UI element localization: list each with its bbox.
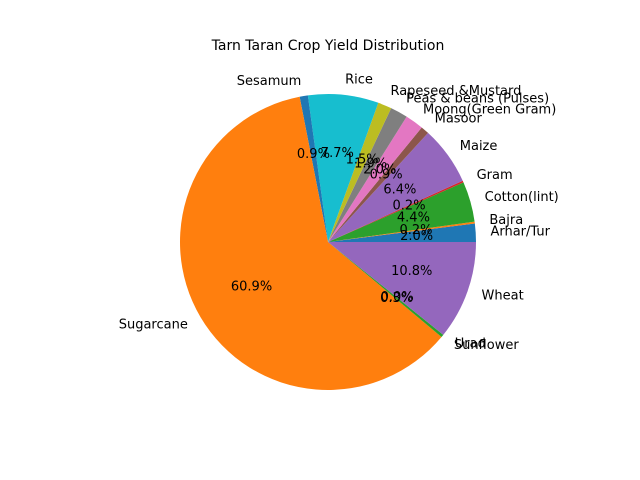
- pct-label-rapeseed-mustard: 1.5%: [346, 153, 379, 168]
- slice-rice: [307, 94, 379, 242]
- slice-label-peas-beans-pulses: Peas & beans (Pulses): [406, 92, 549, 107]
- slice-label-sugarcane: Sugarcane: [119, 317, 188, 332]
- slice-sunflower: [328, 242, 444, 337]
- pie-slices: [179, 94, 476, 391]
- slice-label-cotton-lint: Cotton(lint): [485, 190, 559, 205]
- pct-label-cotton-lint: 4.4%: [397, 210, 430, 225]
- slice-label-rapeseed-mustard: Rapeseed &Mustard: [390, 84, 521, 99]
- pct-label-sunflower: 0.3%: [380, 291, 413, 306]
- slice-gram: [328, 180, 464, 242]
- pct-label-arhar-tur: 2.0%: [400, 229, 433, 244]
- pct-label-moong-green-gram: 2.0%: [363, 162, 396, 177]
- slice-label-rice: Rice: [345, 73, 373, 88]
- slice-arhar-tur: [328, 223, 476, 242]
- slice-sugarcane: [179, 96, 442, 391]
- slice-sesamum: [299, 95, 328, 242]
- slice-label-maize: Maize: [460, 139, 498, 154]
- slice-label-moong-green-gram: Moong(Green Gram): [423, 102, 556, 117]
- pie-labels: Arhar/Tur 2.0% Bajra 0.2% Cotton(lint) 4.4% Gr…: [119, 73, 559, 353]
- slice-wheat: [328, 242, 476, 335]
- chart-title: Tarn Taran Crop Yield Distribution: [211, 38, 445, 54]
- slice-moong-green-gram: [328, 116, 422, 242]
- slice-rapeseed-mustard: [328, 102, 392, 242]
- slice-maize: [328, 132, 463, 242]
- pct-label-sugarcane: 60.9%: [231, 280, 272, 295]
- pct-label-rice: 7.7%: [321, 146, 354, 161]
- pct-label-gram: 0.2%: [393, 198, 426, 213]
- pct-label-sesamum: 0.9%: [297, 147, 330, 162]
- slice-label-urad: Urad: [455, 337, 486, 352]
- pct-label-peas-beans-pulses: 1.9%: [354, 157, 387, 172]
- slice-label-wheat: Wheat: [482, 289, 524, 304]
- slice-bajra: [328, 221, 475, 242]
- slice-masoor: [328, 127, 429, 242]
- slice-label-arhar-tur: Arhar/Tur: [490, 224, 550, 239]
- slice-label-gram: Gram: [477, 168, 513, 183]
- pct-label-masoor: 0.9%: [370, 167, 403, 182]
- slice-peas-beans-pulses: [328, 108, 407, 242]
- slice-label-masoor: Masoor: [435, 111, 483, 126]
- pct-label-urad: 0.0%: [381, 290, 414, 305]
- slice-label-sunflower: Sunflower: [454, 338, 520, 353]
- slice-label-bajra: Bajra: [489, 213, 523, 228]
- pct-label-bajra: 0.2%: [400, 223, 433, 238]
- slice-cotton-lint: [328, 182, 475, 242]
- slice-label-sesamum: Sesamum: [237, 74, 302, 89]
- pct-label-maize: 6.4%: [383, 182, 416, 197]
- pct-label-wheat: 10.8%: [391, 264, 432, 279]
